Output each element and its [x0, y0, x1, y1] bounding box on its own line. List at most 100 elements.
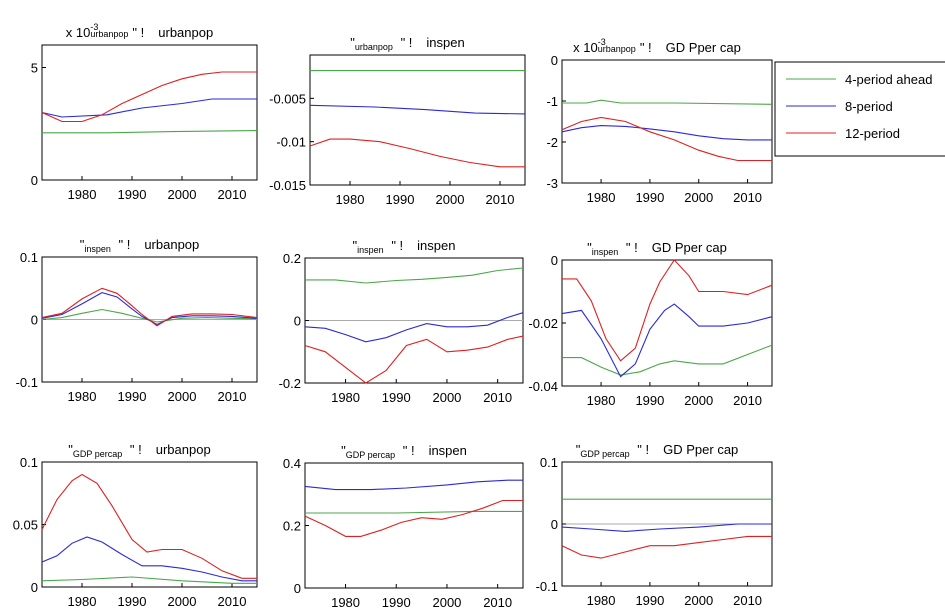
x-tick-label: 2010 — [486, 192, 515, 207]
title-sub: inspen — [592, 247, 619, 257]
panel-7: "GDP percap " ! urbanpop 0 0.05 0.1 1980 1990 2… — [13, 442, 258, 609]
series-line-s4 — [42, 129, 258, 134]
plot-frame — [41, 461, 258, 588]
panel-title: x 10-3 urbanpop " ! GD Pper cap — [573, 37, 741, 55]
y-tick-label: -0.04 — [528, 379, 558, 394]
title-sub: inspen — [357, 245, 384, 255]
series-line-s8 — [561, 125, 772, 141]
title-exponent: -3 — [90, 22, 98, 32]
plot-frame — [309, 54, 526, 186]
title-main: inspen — [426, 35, 464, 50]
x-tick-label: 1980 — [587, 190, 616, 205]
series-line-s12 — [304, 499, 523, 537]
title-main: inspen — [429, 443, 467, 458]
y-tick-label: 0 — [31, 580, 38, 595]
title-sub: GDP percap — [73, 449, 122, 459]
title-main: GD Pper cap — [666, 40, 741, 55]
title-quote: " — [80, 237, 85, 252]
legend: 4-period ahead 8-period 12-period — [774, 61, 945, 157]
panel-title: "GDP percap " ! inspen — [341, 443, 467, 460]
legend-label-8: 8-period — [845, 99, 893, 114]
legend-label-12: 12-period — [845, 126, 900, 141]
series-line-s4 — [41, 308, 258, 323]
x-tick-label: 2010 — [218, 187, 247, 202]
title-spacer — [395, 443, 399, 458]
y-tick-label: 0.2 — [283, 519, 301, 534]
panel-title: "GDP percap " ! urbanpop — [68, 442, 210, 459]
series-line-s8 — [561, 303, 773, 378]
title-spacer — [122, 442, 126, 457]
y-tick-label: 0.05 — [13, 518, 38, 533]
y-tick-label: -0.1 — [536, 579, 558, 594]
series-line-s12 — [561, 535, 772, 559]
title-scale: x 10 — [573, 40, 598, 55]
title-sub: inspen — [84, 244, 111, 254]
title-spacer — [111, 237, 115, 252]
y-tick-label: 0.1 — [20, 455, 38, 470]
title-quote: " — [341, 443, 346, 458]
x-tick-label: 1990 — [382, 390, 411, 405]
plot-frame — [41, 44, 258, 181]
title-quote: " — [587, 240, 592, 255]
title-spacer — [630, 442, 634, 457]
x-tick-label: 1980 — [587, 593, 616, 608]
series-line-s12 — [41, 473, 257, 579]
panel-title: "inspen " ! GD Pper cap — [587, 240, 727, 257]
y-tick-label: 0 — [31, 173, 38, 188]
series-line-s8 — [41, 292, 258, 326]
series-line-s8 — [304, 479, 523, 491]
y-tick-label: -3 — [546, 176, 558, 191]
title-main: GD Pper cap — [663, 442, 738, 457]
series-line-s12 — [562, 259, 773, 362]
title-sub: urbanpop — [355, 42, 393, 52]
y-tick-label: -0.005 — [269, 91, 306, 106]
title-spacer — [393, 35, 397, 50]
panel-2: "urbanpop " ! inspen -0.015 -0.01 -0.005 1980… — [269, 35, 526, 207]
panel-title: "inspen " ! inspen — [353, 238, 456, 255]
x-tick-label: 1980 — [336, 192, 365, 207]
y-tick-label: 0.4 — [283, 456, 301, 471]
title-mid: " ! — [118, 237, 130, 252]
panel-title: "GDP percap " ! GD Pper cap — [576, 442, 739, 459]
x-tick-label: 2000 — [684, 190, 713, 205]
title-main: inspen — [417, 238, 455, 253]
title-mid: " ! — [130, 442, 142, 457]
legend-label-4: 4-period ahead — [845, 72, 932, 87]
y-tick-label: -0.015 — [269, 178, 306, 193]
x-tick-label: 2010 — [733, 593, 762, 608]
x-tick-label: 1980 — [331, 390, 360, 405]
x-tick-label: 2000 — [432, 595, 461, 610]
title-exponent: -3 — [598, 37, 606, 47]
legend-box — [774, 61, 945, 157]
series-line-s12 — [561, 116, 772, 162]
title-sub: urbanpop — [90, 29, 128, 39]
x-tick-label: 1980 — [331, 595, 360, 610]
x-tick-label: 1980 — [68, 389, 97, 404]
title-mid: " ! — [401, 35, 413, 50]
y-tick-label: 0 — [31, 313, 38, 328]
title-sub: GDP percap — [346, 450, 395, 460]
y-tick-label: 0.2 — [283, 251, 301, 266]
series-line-s8 — [561, 523, 772, 532]
title-main: urbanpop — [144, 237, 199, 252]
x-tick-label: 1990 — [118, 187, 147, 202]
title-sub: urbanpop — [598, 44, 636, 54]
series-line-s12 — [309, 138, 525, 168]
y-tick-label: 0 — [551, 517, 558, 532]
title-quote: " — [350, 35, 355, 50]
series-line-s4 — [305, 267, 524, 284]
y-tick-label: -0.1 — [16, 375, 38, 390]
x-tick-label: 2010 — [483, 390, 512, 405]
title-scale: x 10 — [66, 25, 91, 40]
x-tick-label: 1980 — [68, 187, 97, 202]
title-main: urbanpop — [156, 442, 211, 457]
x-tick-label: 1990 — [118, 389, 147, 404]
series-line-s8 — [41, 98, 257, 118]
panel-6: "inspen " ! GD Pper cap -0.04 -0.02 0 1980 199… — [528, 240, 773, 408]
x-tick-label: 2000 — [168, 594, 197, 609]
title-sub: GDP percap — [580, 449, 629, 459]
x-tick-label: 2000 — [168, 187, 197, 202]
